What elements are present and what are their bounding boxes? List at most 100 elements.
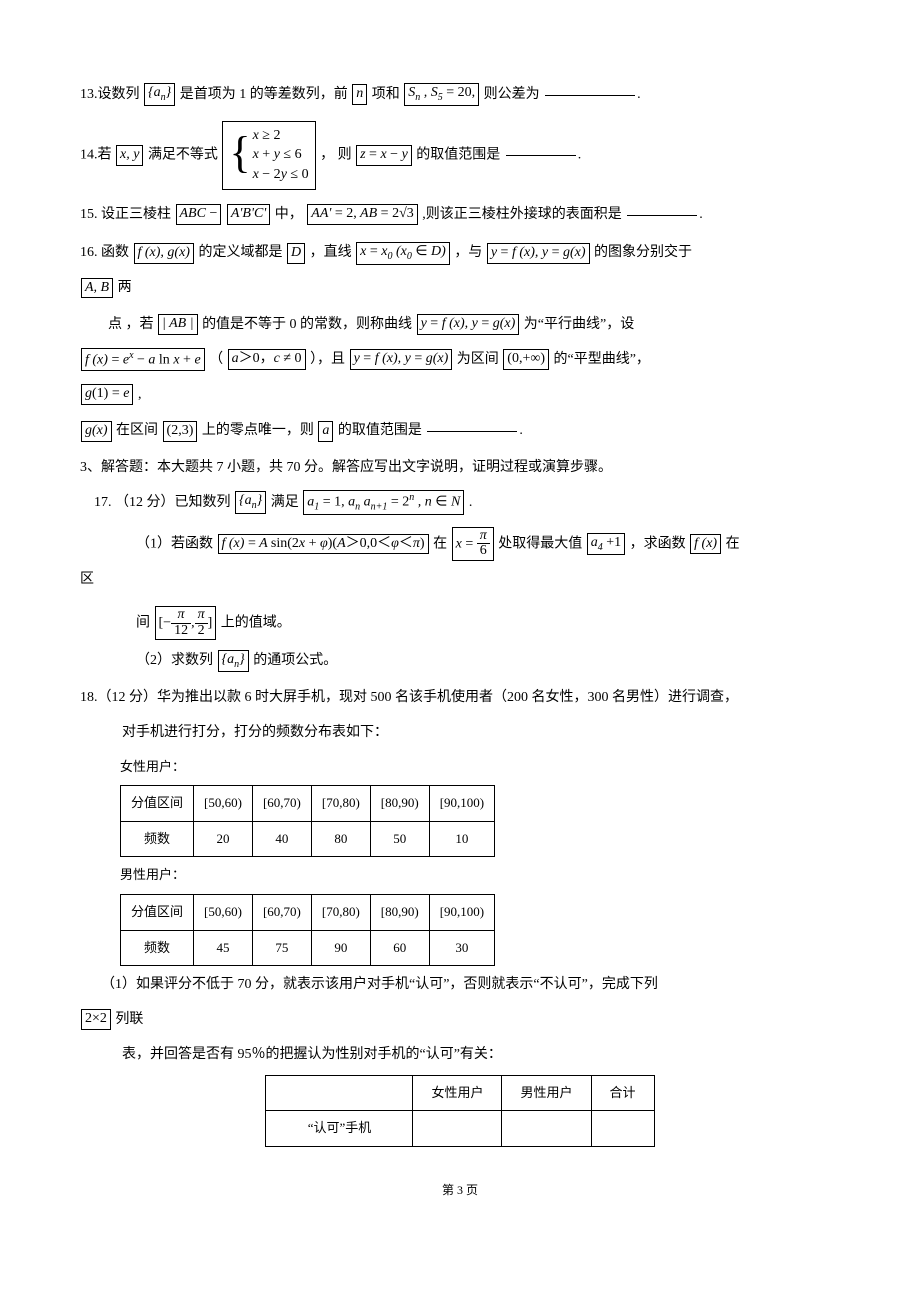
q18-p1c: 2×2 列联 (80, 1005, 840, 1036)
q15-abc: ABC − (176, 204, 222, 225)
female-label: 女性用户： (120, 753, 840, 782)
male-table: 分值区间 [50,60) [60,70) [70,80) [80,90) [90… (120, 894, 495, 966)
q14-sys1: x ≥ 2 (253, 126, 309, 146)
q14-prefix: 14.若 (80, 147, 112, 162)
q17-fx2: f (x) (690, 534, 721, 555)
q16-tail1: 的图象分别交于 (594, 245, 692, 260)
q17-p1b: 在 (433, 536, 447, 551)
q16-gx: g(x) (81, 421, 112, 442)
q18-p1b: 列联 (115, 1012, 143, 1027)
q16-tail2: 两 (118, 280, 132, 295)
q16-l1: 16. 函数 f (x), g(x) 的定义域都是 D ，直线 x = x0 (… (80, 238, 840, 269)
q13-n: n (352, 84, 367, 105)
q16-cond: a＞0，c ≠ 0 (228, 349, 306, 370)
q18-head: 18.（12 分）华为推出以款 6 时大屏手机，现对 500 名该手机使用者（2… (80, 683, 840, 714)
q17-p1-line2a: 间 (136, 615, 150, 630)
q18-p1: （1）如果评分不低于 70 分，就表示该用户对手机“认可”，否则就表示“不认可”… (80, 970, 840, 1001)
female-freq-row: 频数 20 40 80 50 10 (121, 821, 495, 857)
q14-mid1: 满足不等式 (148, 147, 218, 162)
q16-blank (427, 430, 517, 432)
q17-p1-line2: 间 [−π12,π2] 上的值域。 (80, 606, 840, 640)
female-table: 分值区间 [50,60) [60,70) [70,80) [80,90) [90… (120, 785, 495, 857)
q16-intv23: (2,3) (163, 421, 198, 442)
q16-l2: 点 ，若 | AB | 的值是不等于 0 的常数，则称曲线 y = f (x),… (80, 310, 840, 341)
ct-header-row: 女性用户 男性用户 合计 (266, 1075, 654, 1111)
female-header-row: 分值区间 [50,60) [60,70) [70,80) [80,90) [90… (121, 786, 495, 822)
q17-p1a: （1）若函数 (136, 536, 213, 551)
q14-tail: 的取值范围是 (416, 147, 500, 162)
q15-blank (627, 214, 697, 216)
q16-yy: y = f (x), y = g(x) (487, 243, 590, 264)
q16-l3: f (x) = ex − a ln x + e （ a＞0，c ≠ 0 ），且 … (80, 345, 840, 376)
q17-p2: （2）求数列 {an} 的通项公式。 (80, 646, 840, 677)
q16-mid1: 的定义域都是 (198, 245, 282, 260)
q16-po: （ (209, 352, 223, 367)
q16-line4b: 上的零点唯一，则 (202, 423, 314, 438)
q16-line3b: 为区间 (457, 352, 499, 367)
q15-prefix: 15. 设正三棱柱 (80, 207, 171, 222)
q17-head-text: 17. （12 分）已知数列 (94, 495, 231, 510)
q14-blank (506, 154, 576, 156)
q16-g1: g(1) = e (81, 384, 133, 405)
q15-tail: ,则该正三棱柱外接球的表面积是 (422, 207, 622, 222)
male-label: 男性用户： (120, 861, 840, 890)
q16-comma: , (138, 387, 142, 402)
q16-line2a: 点 ，若 (108, 317, 154, 332)
q18-p1-line2: 表，并回答是否有 95％的把握认为性别对手机的“认可”有关： (80, 1040, 840, 1071)
q16-mid3: ，与 (454, 245, 482, 260)
q13-tail: 则公差为 (484, 87, 540, 102)
q14: 14.若 x, y 满足不等式 { x ≥ 2 x + y ≤ 6 x − 2y… (80, 121, 840, 190)
q16-yy3: y = f (x), y = g(x) (350, 349, 453, 370)
q17-seq: {an} (235, 491, 266, 514)
q17-range: [−π12,π2] (155, 606, 217, 640)
q16-line3c: 的“平型曲线”， (554, 352, 650, 367)
q17-fx: f (x) = A sin(2x + φ)(A＞0,0＜φ＜π) (218, 534, 429, 555)
q14-system: { x ≥ 2 x + y ≤ 6 x − 2y ≤ 0 (222, 121, 315, 190)
q13-mid2: 项和 (372, 87, 400, 102)
q17-p2b: 的通项公式。 (253, 653, 337, 668)
q15-aprime: A'B'C' (227, 204, 270, 225)
q14-z: z = x − y (356, 145, 412, 166)
q17-p2a: （2）求数列 (136, 653, 213, 668)
q18-line2: 对手机进行打分，打分的频数分布表如下： (80, 718, 840, 749)
q13-prefix: 13.设数列 (80, 87, 140, 102)
col-header: 分值区间 (121, 786, 194, 822)
q16-line4c: 的取值范围是 (338, 423, 422, 438)
q16-l4: g(x) 在区间 (2,3) 上的零点唯一，则 a 的取值范围是 . (80, 416, 840, 447)
q17-mid: 满足 (271, 495, 299, 510)
q16-prefix: 16. 函数 (80, 245, 129, 260)
section3-header: 3、解答题：本大题共 7 小题，共 70 分。解答应写出文字说明，证明过程或演算… (80, 453, 840, 484)
q16-line4a: 在区间 (116, 423, 158, 438)
q13-mid1: 是首项为 1 的等差数列，前 (180, 87, 348, 102)
q16-intv: (0,+∞) (503, 349, 549, 370)
q16-AB: A, B (81, 278, 113, 299)
ct-row1: “认可”手机 (266, 1111, 654, 1147)
q17-p1-line2b: 上的值域。 (221, 615, 291, 630)
q15: 15. 设正三棱柱 ABC − A'B'C' 中， AA' = 2, AB = … (80, 200, 840, 231)
q16-xx0: x = x0 (x0 ∈ D) (356, 242, 450, 265)
male-header-row: 分值区间 [50,60) [60,70) [70,80) [80,90) [90… (121, 895, 495, 931)
contingency-table: 女性用户 男性用户 合计 “认可”手机 (265, 1075, 654, 1147)
q16-D: D (287, 243, 305, 264)
q13-sn: Sn , S5 = 20, (404, 83, 479, 106)
q13-seq: {an} (144, 83, 175, 106)
page-footer: 第 3 页 (80, 1177, 840, 1203)
q17-a4: a4 +1 (587, 533, 625, 556)
q16-yy2: y = f (x), y = g(x) (417, 314, 520, 335)
q17-p1: （1）若函数 f (x) = A sin(2x + φ)(A＞0,0＜φ＜π) … (80, 527, 840, 561)
male-freq-row: 频数 45 75 90 60 30 (121, 930, 495, 966)
q17-cond: a1 = 1, an an+1 = 2n , n ∈ N (303, 490, 464, 515)
q14-sys2: x + y ≤ 6 (253, 145, 309, 165)
q17-period: . (469, 495, 473, 510)
q14-sys3: x − 2y ≤ 0 (253, 165, 309, 185)
q16-absAB: | AB | (158, 314, 198, 335)
q14-mid2: ， 则 (320, 147, 352, 162)
q17-seq2: {an} (218, 650, 249, 673)
q13: 13.设数列 {an} 是首项为 1 的等差数列，前 n 项和 Sn , S5 … (80, 80, 840, 111)
q16-l3b: g(1) = e , (80, 380, 840, 411)
q16-pc: ），且 (310, 352, 345, 367)
q16-line2b: 的值是不等于 0 的常数，则称曲线 (202, 317, 412, 332)
q17-xval: x = π6 (452, 527, 494, 561)
q17-head: 17. （12 分）已知数列 {an} 满足 a1 = 1, an an+1 =… (80, 488, 840, 519)
q17-p1c: 处取得最大值 (498, 536, 582, 551)
